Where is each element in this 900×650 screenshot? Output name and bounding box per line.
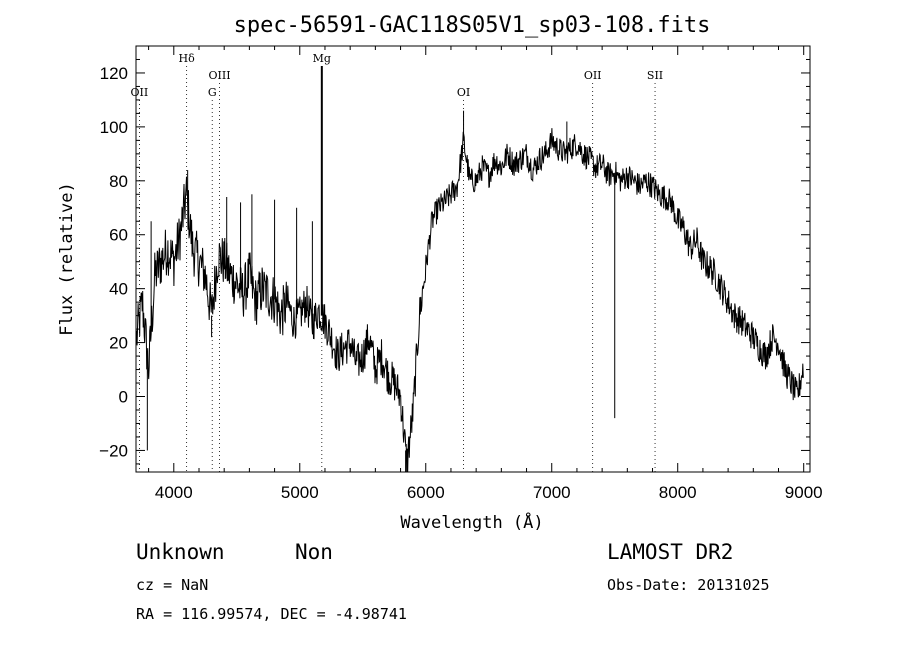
redshift-text: cz = NaN xyxy=(136,576,209,594)
class-label: Unknown xyxy=(136,540,225,564)
x-tick-label: 9000 xyxy=(785,483,823,502)
chart-title: spec-56591-GAC118S05V1_sp03-108.fits xyxy=(234,13,711,38)
y-tick-label: 0 xyxy=(119,388,128,407)
survey-label: LAMOST DR2 xyxy=(607,540,734,564)
subclass-label: Non xyxy=(295,540,333,564)
x-axis-label: Wavelength (Å) xyxy=(400,511,543,533)
y-tick-label: 20 xyxy=(109,334,128,353)
x-tick-label: 8000 xyxy=(659,483,697,502)
x-tick-label: 6000 xyxy=(407,483,445,502)
spectrum-line xyxy=(136,128,804,473)
line-label: SII xyxy=(647,69,663,82)
axis-ticks: 4000 5000 6000 7000 8000 9000 −20 0 20 40 60 80 100 1… xyxy=(99,46,823,502)
line-annotations: OII Hδ G OIII Mg OI OII SII xyxy=(131,52,742,472)
y-tick-label: 120 xyxy=(100,64,128,83)
y-tick-label: 80 xyxy=(109,172,128,191)
y-tick-label: 40 xyxy=(109,280,128,299)
coordinates-text: RA = 116.99574, DEC = -4.98741 xyxy=(136,605,407,623)
line-label: Hδ xyxy=(179,52,196,65)
y-tick-label: −20 xyxy=(99,441,128,460)
line-label: G xyxy=(208,86,217,99)
plot-area xyxy=(135,45,811,473)
obs-date-text: Obs-Date: 20131025 xyxy=(607,576,770,594)
x-tick-label: 5000 xyxy=(281,483,319,502)
line-label: OII xyxy=(584,69,602,82)
plot-frame xyxy=(135,45,811,473)
x-tick-label: 7000 xyxy=(533,483,571,502)
y-tick-label: 100 xyxy=(100,118,128,137)
y-tick-label: 60 xyxy=(109,226,128,245)
line-label: OIII xyxy=(208,69,230,82)
line-label: OI xyxy=(457,86,470,99)
line-label: OII xyxy=(131,86,149,99)
y-axis-label: Flux (relative) xyxy=(57,182,77,336)
x-tick-label: 4000 xyxy=(155,483,193,502)
line-label: Mg xyxy=(313,52,331,65)
